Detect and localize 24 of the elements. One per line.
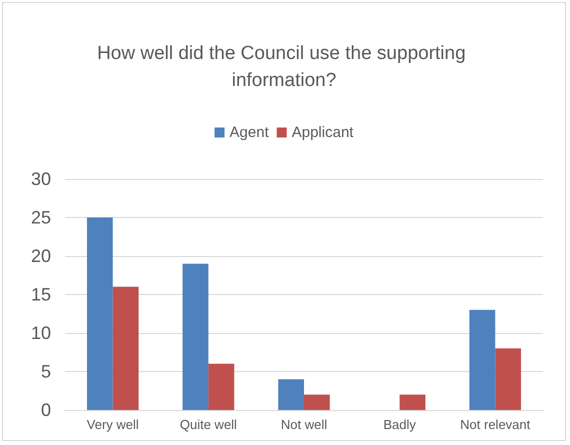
bar [182,264,208,410]
bar [469,310,496,410]
bar [400,394,426,410]
chart-title: How well did the Council use the supporting information? [97,43,471,91]
y-tick-label: 25 [30,208,51,228]
x-tick-label: Badly [383,417,416,432]
bar [208,364,234,410]
bar [278,379,304,410]
bar [495,348,522,410]
y-tick-label: 10 [30,323,51,343]
bar [86,218,113,410]
x-tick-label: Very well [86,417,139,432]
y-tick-label: 20 [30,246,51,266]
y-tick-label: 15 [30,284,51,304]
y-tick-label: 0 [40,400,51,420]
x-tick-label: Not relevant [460,417,531,432]
x-tick-label: Quite well [180,417,238,432]
x-tick-label: Not well [280,417,328,432]
bar [112,286,139,410]
y-tick-label: 5 [40,362,51,382]
legend-label: Applicant [292,124,354,141]
legend-label: Agent [230,124,270,141]
bar [304,394,330,410]
y-tick-label: 30 [30,169,51,189]
